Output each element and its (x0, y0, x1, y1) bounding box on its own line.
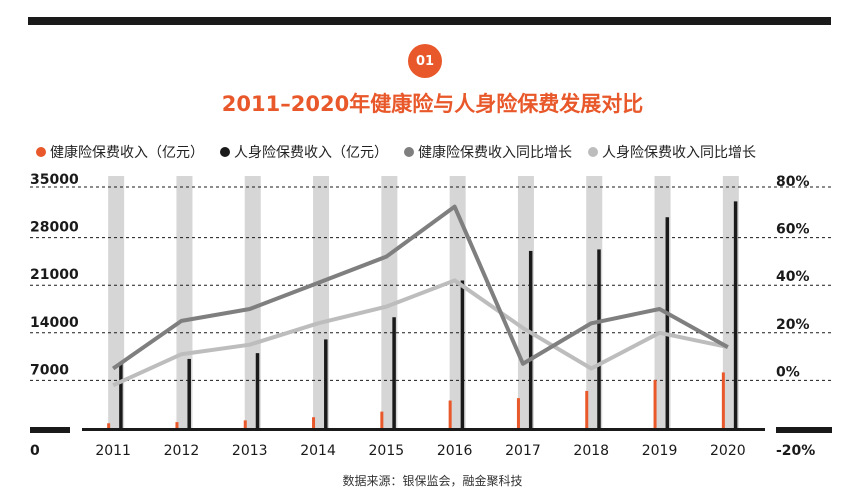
life-growth-line (112, 278, 729, 387)
legend-swatch (588, 147, 598, 157)
x-axis-tick-label: 2014 (300, 443, 336, 459)
legend-swatch (36, 147, 46, 157)
health-premium-bar (653, 379, 657, 428)
source-note: 数据来源：银保监会，融金聚科技 (342, 474, 523, 488)
left-axis-tick-label: 28000 (30, 220, 79, 236)
legend-item: 人身险保费收入（亿元） (220, 142, 388, 162)
legend-label: 人身险保费收入（亿元） (234, 145, 388, 161)
health-premium-bar (721, 372, 725, 428)
legend-swatch (404, 147, 414, 157)
health-premium-bar (243, 420, 247, 428)
x-axis-tick-label: 2019 (642, 443, 678, 459)
x-axis-tick-label: 2012 (164, 443, 200, 459)
legend-item: 健康险保费收入同比增长 (404, 142, 572, 162)
legend-item: 人身险保费收入同比增长 (588, 142, 756, 162)
right-axis-tick-label: 60% (776, 222, 810, 238)
x-axis-tick-label: 2018 (573, 443, 609, 459)
legend-label: 人身险保费收入同比增长 (602, 145, 756, 161)
right-axis-tick-label: 80% (776, 174, 810, 190)
baseline-right-tab (776, 427, 832, 433)
life-premium-bar (528, 250, 533, 428)
health-premium-bar (380, 411, 384, 428)
life-premium-bar (187, 358, 191, 428)
legend-label: 健康险保费收入同比增长 (418, 145, 572, 161)
combo-chart: 0 7000 14000 21000 28000 35000 -20% 0% 20% 40% 60%… (30, 172, 832, 459)
right-axis-tick-label: 20% (776, 317, 810, 333)
life-premium-bar (392, 317, 396, 428)
life-premium-bar (255, 353, 260, 428)
x-axis-tick-label: 2020 (710, 443, 746, 459)
health-premium-bar (585, 390, 589, 428)
life-premium-bar (597, 249, 601, 428)
life-premium-bar (665, 217, 670, 428)
right-axis-tick-label: 0% (776, 364, 800, 380)
left-axis-tick-label: 0 (30, 443, 40, 459)
health-premium-bar (516, 398, 520, 428)
legend-swatch (220, 147, 230, 157)
x-axis-line (82, 428, 765, 431)
x-axis-tick-label: 2016 (437, 443, 473, 459)
legend: 健康险保费收入（亿元） 人身险保费收入（亿元） 健康险保费收入同比增长 人身险保费收入… (36, 142, 756, 162)
left-axis-tick-label: 14000 (30, 315, 79, 331)
life-premium-bar (119, 362, 123, 428)
left-axis-tick-label: 21000 (30, 267, 79, 283)
health-premium-bar (175, 422, 179, 428)
right-axis-tick-label: -20% (776, 443, 815, 459)
legend-label: 健康险保费收入（亿元） (50, 145, 204, 161)
health-premium-bar (448, 400, 452, 428)
chart-title: 2011–2020年健康险与人身险保费发展对比 (221, 92, 644, 116)
life-premium-bar (460, 280, 465, 428)
right-axis-tick-label: 40% (776, 269, 810, 285)
left-axis-tick-label: 7000 (30, 362, 69, 378)
left-axis-tick-label: 35000 (30, 172, 79, 188)
life-premium-bar (324, 339, 328, 428)
health-growth-line (112, 204, 729, 371)
legend-item: 健康险保费收入（亿元） (36, 142, 204, 162)
health-premium-bar (312, 417, 316, 428)
baseline-left-tab (30, 427, 70, 433)
x-axis-tick-label: 2017 (505, 443, 541, 459)
life-premium-bar (733, 201, 738, 428)
chart-number-badge: 01 (408, 44, 442, 78)
x-axis-tick-label: 2013 (232, 443, 268, 459)
x-axis-tick-label: 2015 (369, 443, 405, 459)
health-premium-bar (107, 423, 111, 428)
top-rule (28, 17, 831, 25)
x-axis-tick-label: 2011 (95, 443, 131, 459)
